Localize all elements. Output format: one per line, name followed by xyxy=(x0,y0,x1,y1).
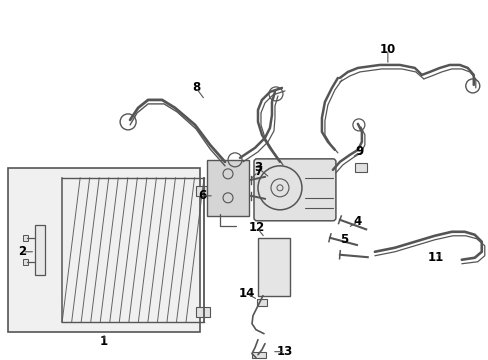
Text: 7: 7 xyxy=(253,165,262,178)
Text: 14: 14 xyxy=(238,287,255,300)
Text: 4: 4 xyxy=(353,215,361,228)
Text: 13: 13 xyxy=(276,345,292,358)
Text: 9: 9 xyxy=(355,145,363,158)
Text: 11: 11 xyxy=(427,251,443,264)
Bar xyxy=(35,225,45,275)
Bar xyxy=(23,259,28,265)
Bar xyxy=(23,235,28,241)
Bar xyxy=(257,299,266,306)
Bar xyxy=(196,186,210,196)
Text: 3: 3 xyxy=(253,161,262,174)
Text: 2: 2 xyxy=(18,245,26,258)
Text: 8: 8 xyxy=(191,81,200,94)
Bar xyxy=(8,168,200,332)
Text: 6: 6 xyxy=(198,189,206,202)
Text: 10: 10 xyxy=(379,44,395,57)
Bar xyxy=(251,352,265,358)
Bar xyxy=(196,307,210,317)
Text: 5: 5 xyxy=(339,233,347,246)
FancyBboxPatch shape xyxy=(206,160,248,216)
Text: 12: 12 xyxy=(248,221,264,234)
Bar xyxy=(354,163,366,172)
FancyBboxPatch shape xyxy=(253,159,335,221)
Bar xyxy=(258,238,289,296)
Text: 1: 1 xyxy=(100,335,108,348)
